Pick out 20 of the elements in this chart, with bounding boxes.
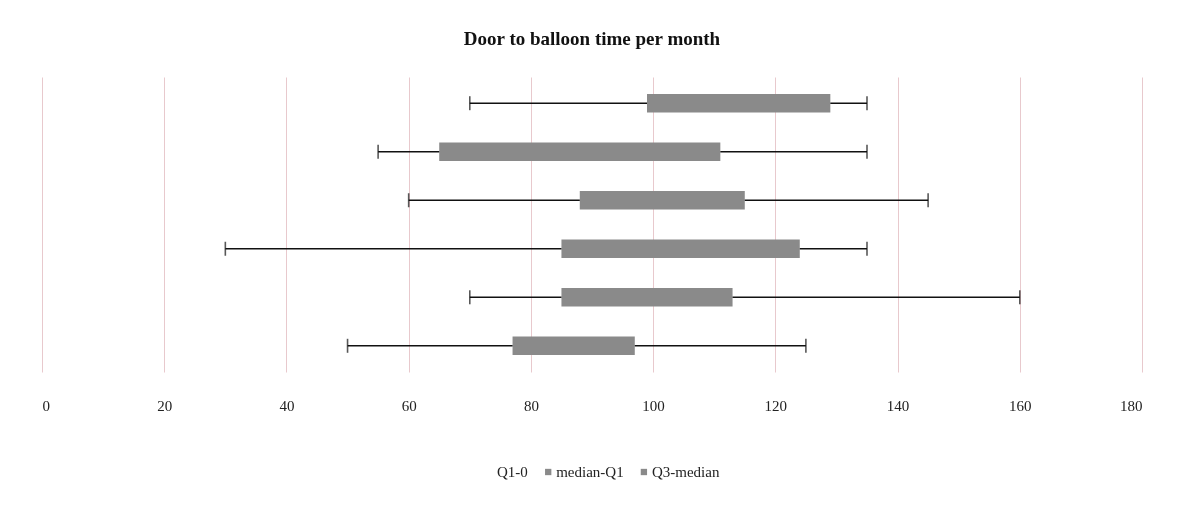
x-tick-label: 120: [764, 397, 788, 414]
bar: [647, 93, 831, 113]
text: Q3-median: [651, 464, 720, 480]
x-tick-label: 100: [642, 397, 665, 414]
x-tick-label: 20: [157, 397, 173, 414]
x-tick-label: 60: [401, 397, 417, 414]
bar: [561, 288, 733, 307]
x-tick-label: 80: [523, 397, 539, 414]
bar: [512, 336, 635, 356]
x-tick-label: 140: [886, 397, 910, 414]
bar: [579, 191, 745, 210]
x-tick-label: 180: [1120, 397, 1143, 414]
text: Q1-0: [497, 464, 528, 480]
chart-title: Door to balloon time per month: [463, 28, 721, 49]
text: median-Q1: [556, 464, 624, 480]
x-tick-label: 160: [1009, 397, 1032, 414]
x-tick-label: 40: [279, 397, 295, 414]
x-tick-label: 0: [42, 397, 50, 414]
bar: [561, 239, 800, 258]
bar: [439, 142, 721, 161]
